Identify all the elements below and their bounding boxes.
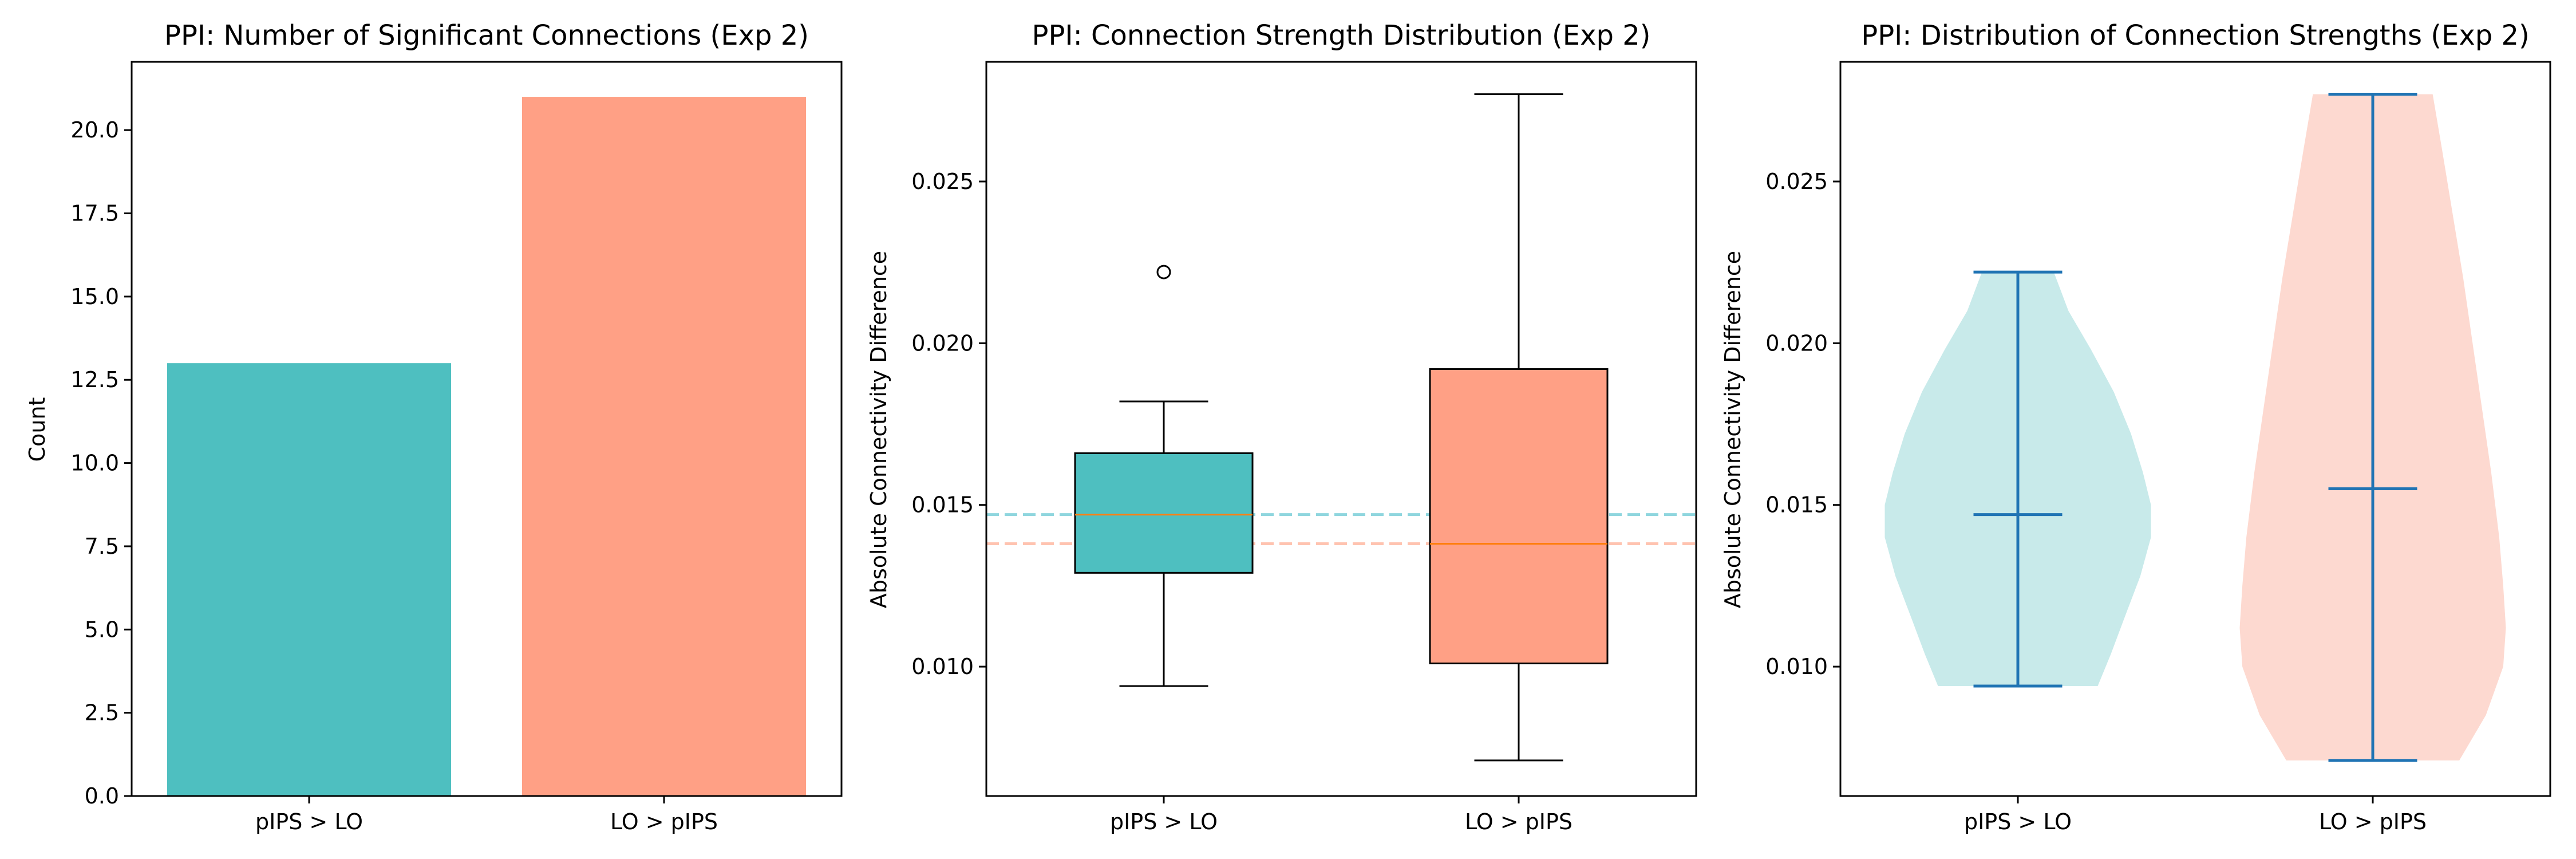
x-tick-label: pIPS > LO xyxy=(255,809,363,834)
violin-plot-frame xyxy=(1839,61,2551,797)
violin-plot-y-ticks: 0.010 0.015 0.020 0.025 xyxy=(1765,169,1840,679)
x-tick-label: pIPS > LO xyxy=(1964,809,2072,834)
bar xyxy=(167,363,451,796)
bar-chart-x-ticks: pIPS > LO LO > pIPS xyxy=(255,796,718,834)
y-tick-label: 5.0 xyxy=(85,617,119,642)
violin-plot-ylabel: Absolute Connectivity Difference xyxy=(1720,251,1745,608)
box xyxy=(1429,368,1609,664)
outlier-point xyxy=(1156,265,1171,279)
box-plot-marks xyxy=(986,93,1696,762)
bar-chart-marks xyxy=(167,97,806,797)
y-tick-label: 20.0 xyxy=(70,117,119,143)
y-tick-label: 7.5 xyxy=(85,534,119,559)
box-plot-panel: PPI: Connection Strength Distribution (E… xyxy=(866,19,1697,834)
box-plot-y-ticks: 0.010 0.015 0.020 0.025 xyxy=(911,169,986,679)
bar-chart-y-ticks: 0.0 2.5 5.0 7.5 10.0 12.5 15.0 17.5 20.0 xyxy=(70,117,132,809)
y-tick-label: 15.0 xyxy=(70,284,119,309)
box-plot-title: PPI: Connection Strength Distribution (E… xyxy=(1032,19,1651,52)
bar-chart-panel: PPI: Number of Significant Connections (… xyxy=(25,19,843,834)
x-tick-label: LO > pIPS xyxy=(2319,809,2427,834)
y-tick-label: 0.0 xyxy=(85,783,119,809)
y-tick-label: 0.010 xyxy=(1765,654,1828,679)
x-tick-label: pIPS > LO xyxy=(1110,809,1218,834)
bar-chart-title: PPI: Number of Significant Connections (… xyxy=(164,19,809,52)
y-tick-label: 0.020 xyxy=(911,330,974,356)
violin-plot-marks xyxy=(1884,92,2506,762)
y-tick-label: 2.5 xyxy=(85,700,119,726)
y-tick-label: 0.025 xyxy=(1765,169,1828,194)
y-tick-label: 10.0 xyxy=(70,451,119,476)
x-tick-label: LO > pIPS xyxy=(610,809,718,834)
y-tick-label: 0.015 xyxy=(911,492,974,518)
box-plot-ylabel: Absolute Connectivity Difference xyxy=(866,251,891,608)
y-tick-label: 12.5 xyxy=(70,367,119,392)
bar-chart-frame xyxy=(131,61,843,797)
y-tick-label: 0.010 xyxy=(911,654,974,679)
x-tick-label: LO > pIPS xyxy=(1465,809,1573,834)
y-tick-label: 0.025 xyxy=(911,169,974,194)
violin-plot-x-ticks: pIPS > LO LO > pIPS xyxy=(1964,796,2427,834)
box-plot-frame xyxy=(985,61,1697,797)
box xyxy=(1074,452,1254,574)
violin-plot-title: PPI: Distribution of Connection Strength… xyxy=(1861,19,2530,52)
bar xyxy=(522,97,806,797)
bar-chart-ylabel: Count xyxy=(25,397,50,462)
violin-plot-panel: PPI: Distribution of Connection Strength… xyxy=(1720,19,2551,834)
box-plot-x-ticks: pIPS > LO LO > pIPS xyxy=(1110,796,1573,834)
y-tick-label: 0.015 xyxy=(1765,492,1828,518)
y-tick-label: 17.5 xyxy=(70,201,119,226)
y-tick-label: 0.020 xyxy=(1765,330,1828,356)
